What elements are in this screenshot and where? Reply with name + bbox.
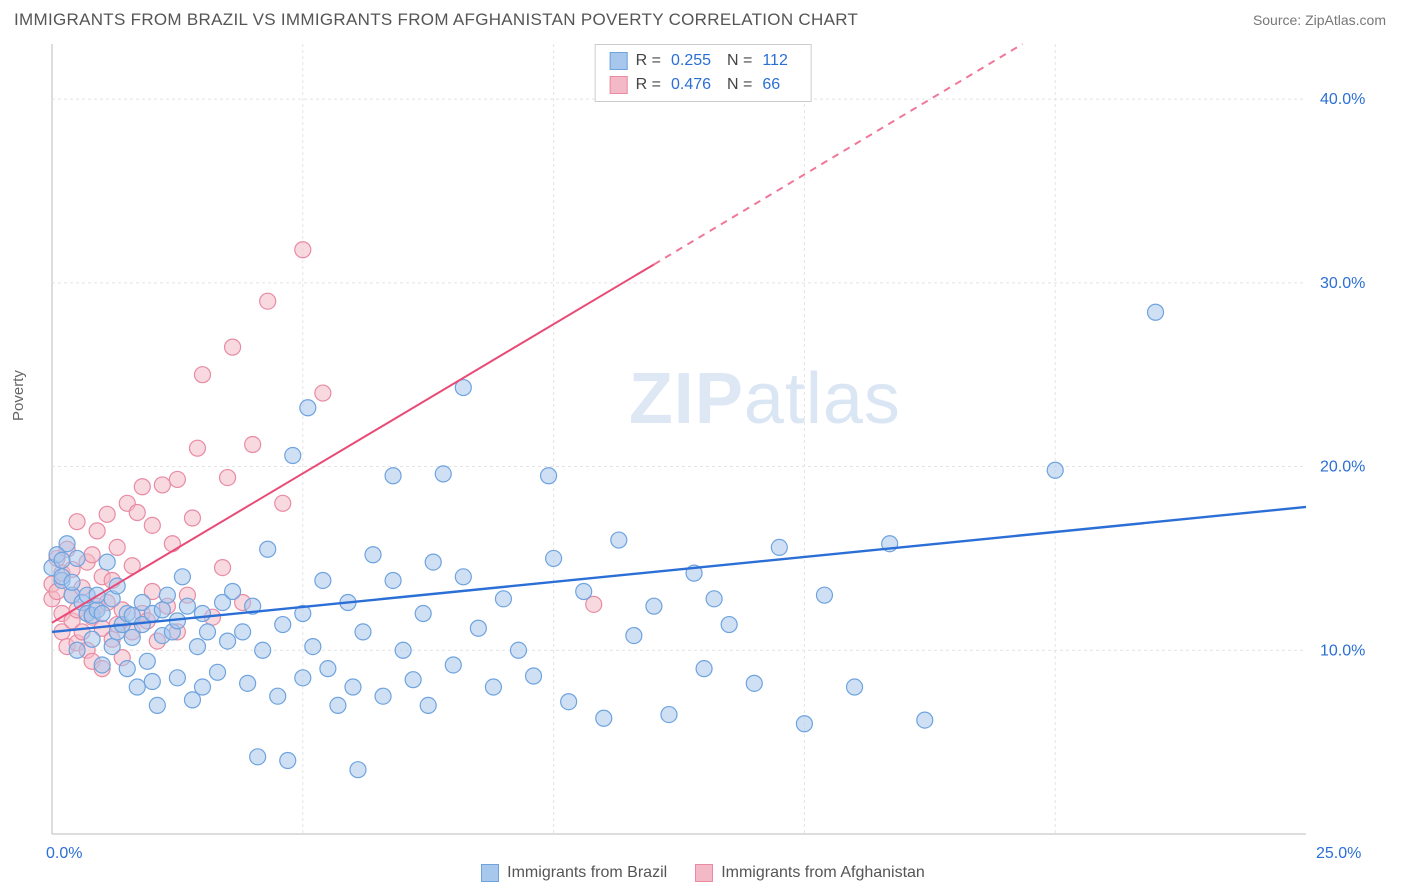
stats-row-brazil: R = 0.255 N = 112	[610, 49, 797, 73]
svg-text:10.0%: 10.0%	[1320, 642, 1365, 659]
legend-item-afghanistan: Immigrants from Afghanistan	[695, 864, 925, 882]
legend-label-afghanistan: Immigrants from Afghanistan	[721, 864, 925, 882]
stat-r-label: R =	[636, 73, 661, 97]
legend-swatch-brazil	[481, 864, 499, 882]
stat-n-value-afghanistan: 66	[762, 73, 796, 97]
svg-text:0.0%: 0.0%	[46, 845, 82, 862]
chart-header: IMMIGRANTS FROM BRAZIL VS IMMIGRANTS FRO…	[0, 0, 1406, 36]
swatch-afghanistan	[610, 76, 628, 94]
chart-source: Source: ZipAtlas.com	[1253, 12, 1386, 28]
svg-text:20.0%: 20.0%	[1320, 459, 1365, 476]
stat-n-label: N =	[727, 49, 752, 73]
stats-row-afghanistan: R = 0.476 N = 66	[610, 73, 797, 97]
stat-n-label: N =	[727, 73, 752, 97]
legend-swatch-afghanistan	[695, 864, 713, 882]
x-axis-legend: Immigrants from Brazil Immigrants from A…	[14, 864, 1392, 882]
stat-r-label: R =	[636, 49, 661, 73]
swatch-brazil	[610, 52, 628, 70]
chart-area: Poverty 10.0%20.0%30.0%40.0%0.0%25.0%ZIP…	[14, 40, 1392, 882]
chart-title: IMMIGRANTS FROM BRAZIL VS IMMIGRANTS FRO…	[14, 10, 858, 30]
legend-label-brazil: Immigrants from Brazil	[507, 864, 667, 882]
svg-text:30.0%: 30.0%	[1320, 275, 1365, 292]
svg-text:40.0%: 40.0%	[1320, 91, 1365, 108]
scatter-plot: 10.0% 20.0% 30.0% 40.0% 0.0% 25.0% ZIPatlas	[14, 40, 1392, 882]
y-axis-label: Poverty	[10, 370, 27, 421]
legend-item-brazil: Immigrants from Brazil	[481, 864, 667, 882]
stat-r-value-afghanistan: 0.476	[671, 73, 719, 97]
stat-n-value-brazil: 112	[762, 49, 796, 73]
svg-text:ZIPatlas: ZIPatlas	[629, 359, 901, 439]
svg-text:25.0%: 25.0%	[1316, 845, 1361, 862]
stats-legend-box: R = 0.255 N = 112 R = 0.476 N = 66	[595, 44, 812, 102]
stat-r-value-brazil: 0.255	[671, 49, 719, 73]
